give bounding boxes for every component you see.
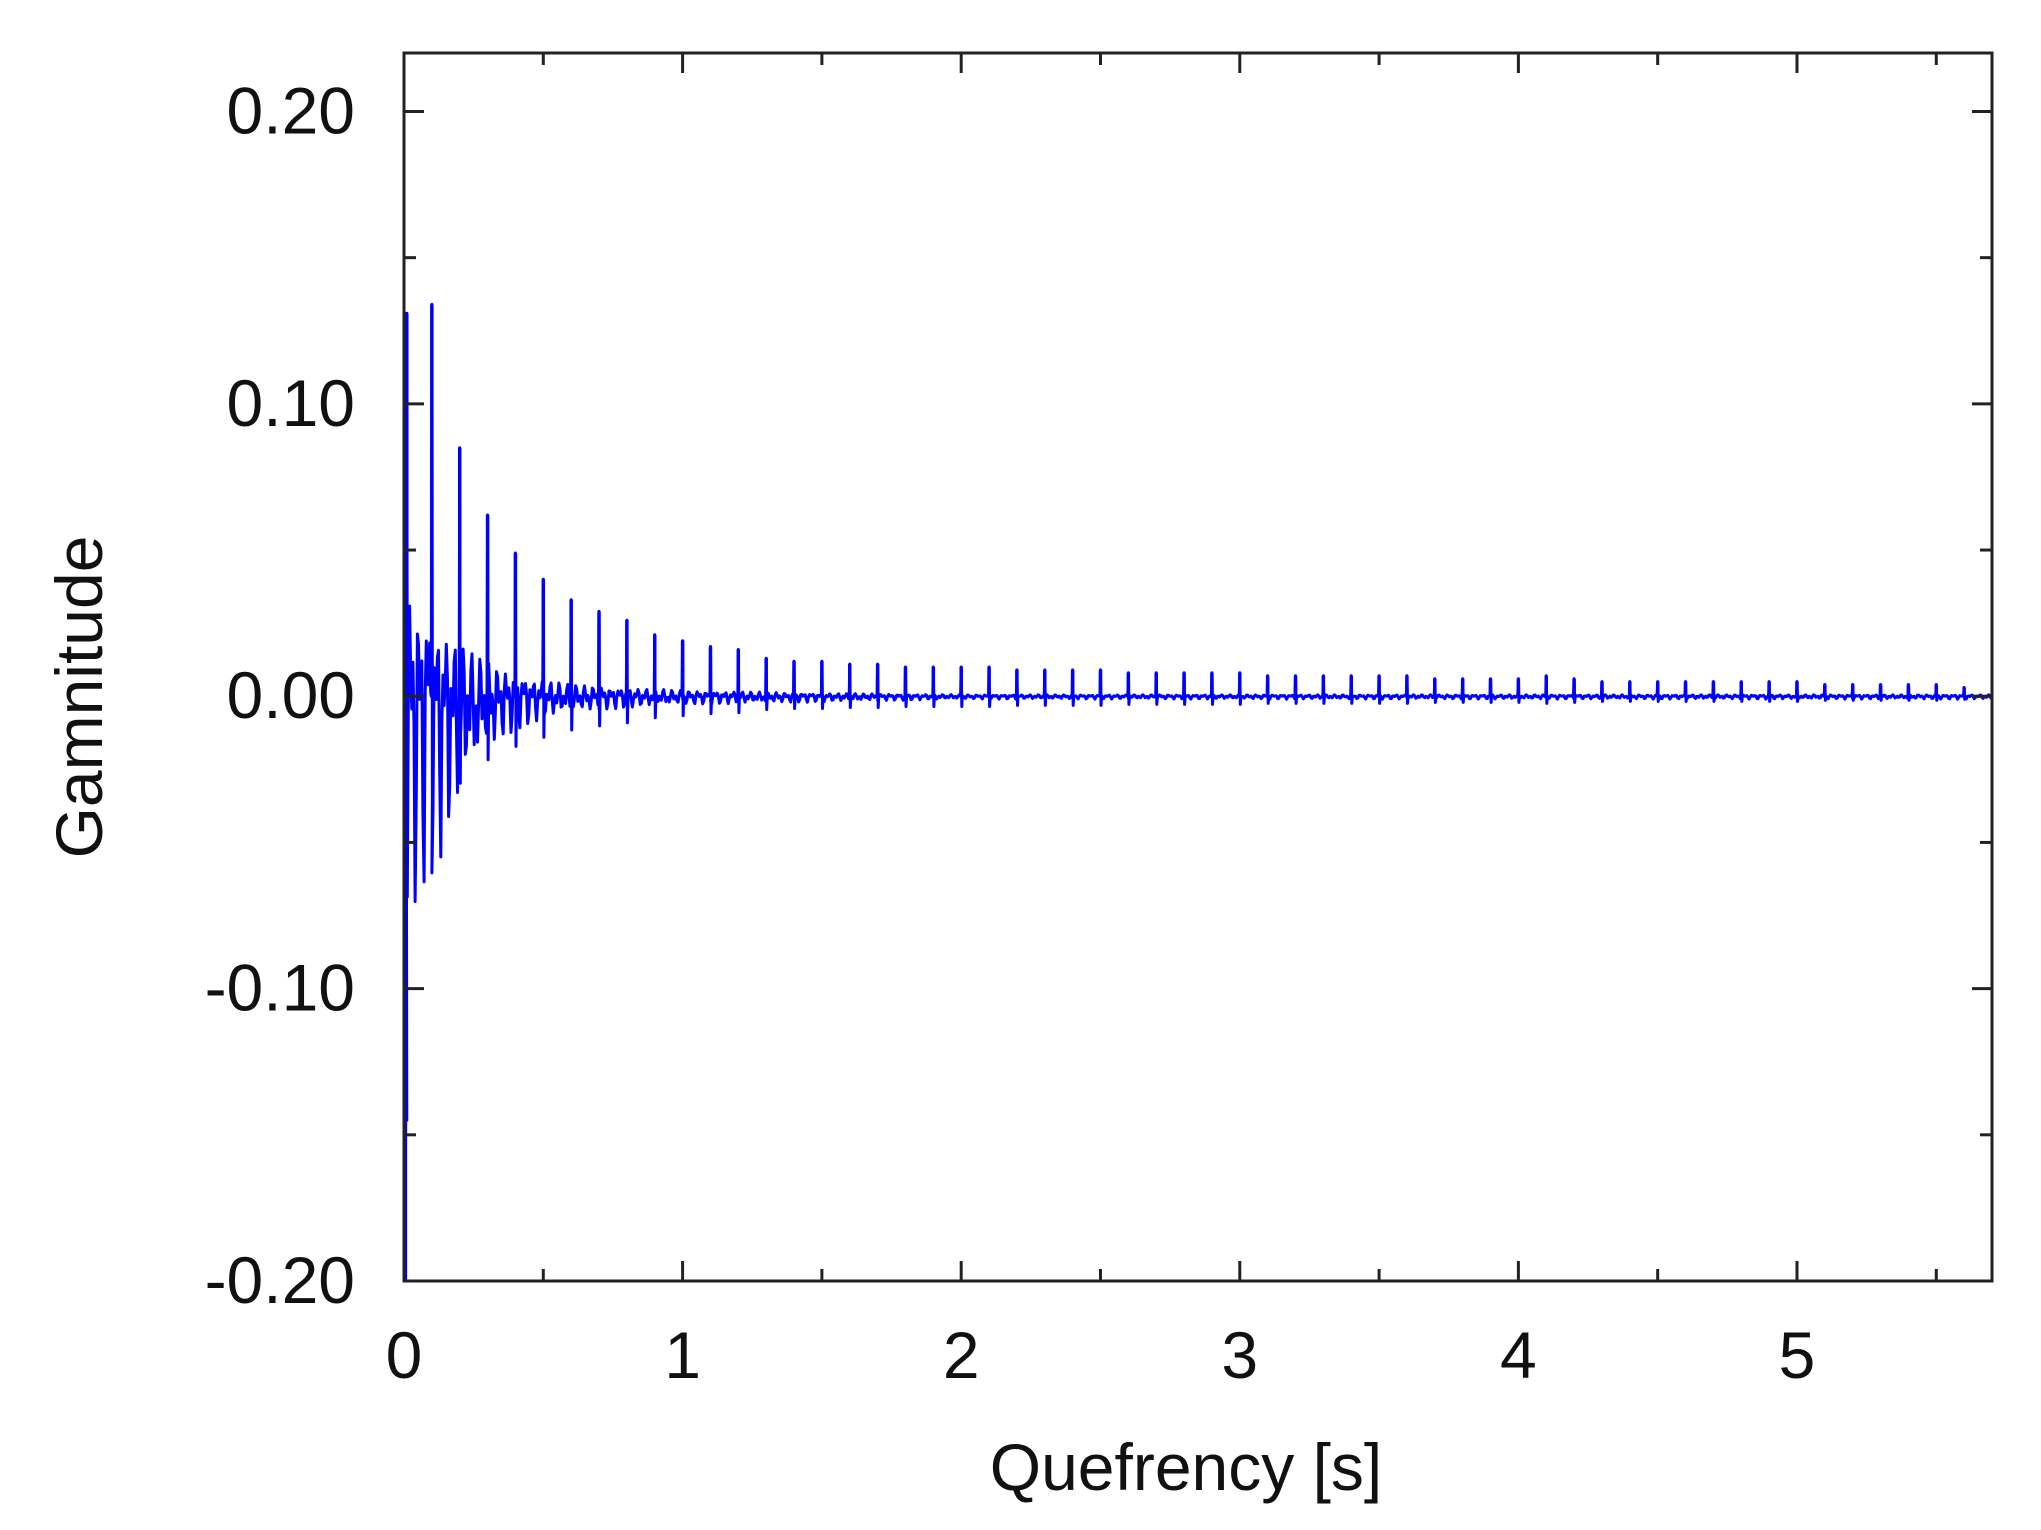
x-tick-label: 5 bbox=[1779, 1318, 1816, 1392]
x-tick-label: 1 bbox=[664, 1318, 701, 1392]
x-tick-label: 0 bbox=[386, 1318, 423, 1392]
plot-frame bbox=[402, 51, 1994, 1283]
x-tick-label: 2 bbox=[943, 1318, 980, 1392]
y-tick-label: -0.10 bbox=[205, 951, 355, 1025]
y-tick-label: -0.20 bbox=[205, 1243, 355, 1317]
cepstrum-line bbox=[402, 302, 1993, 1283]
y-tick-label: 0.20 bbox=[227, 73, 355, 147]
plot-background bbox=[404, 53, 1992, 1281]
series-layer bbox=[402, 302, 1993, 1283]
x-tick-label: 3 bbox=[1221, 1318, 1258, 1392]
x-axis-title: Quefrency [s] bbox=[990, 1430, 1383, 1504]
y-tick-label: 0.00 bbox=[227, 658, 355, 732]
y-axis-title: Gamnitude bbox=[42, 536, 116, 859]
x-tick-label: 4 bbox=[1500, 1318, 1537, 1392]
y-tick-label: 0.10 bbox=[227, 366, 355, 440]
label-layer: -0.20 -0.10 0.00 0.10 0.20 0 1 2 3 4 5 bbox=[205, 73, 1816, 1392]
